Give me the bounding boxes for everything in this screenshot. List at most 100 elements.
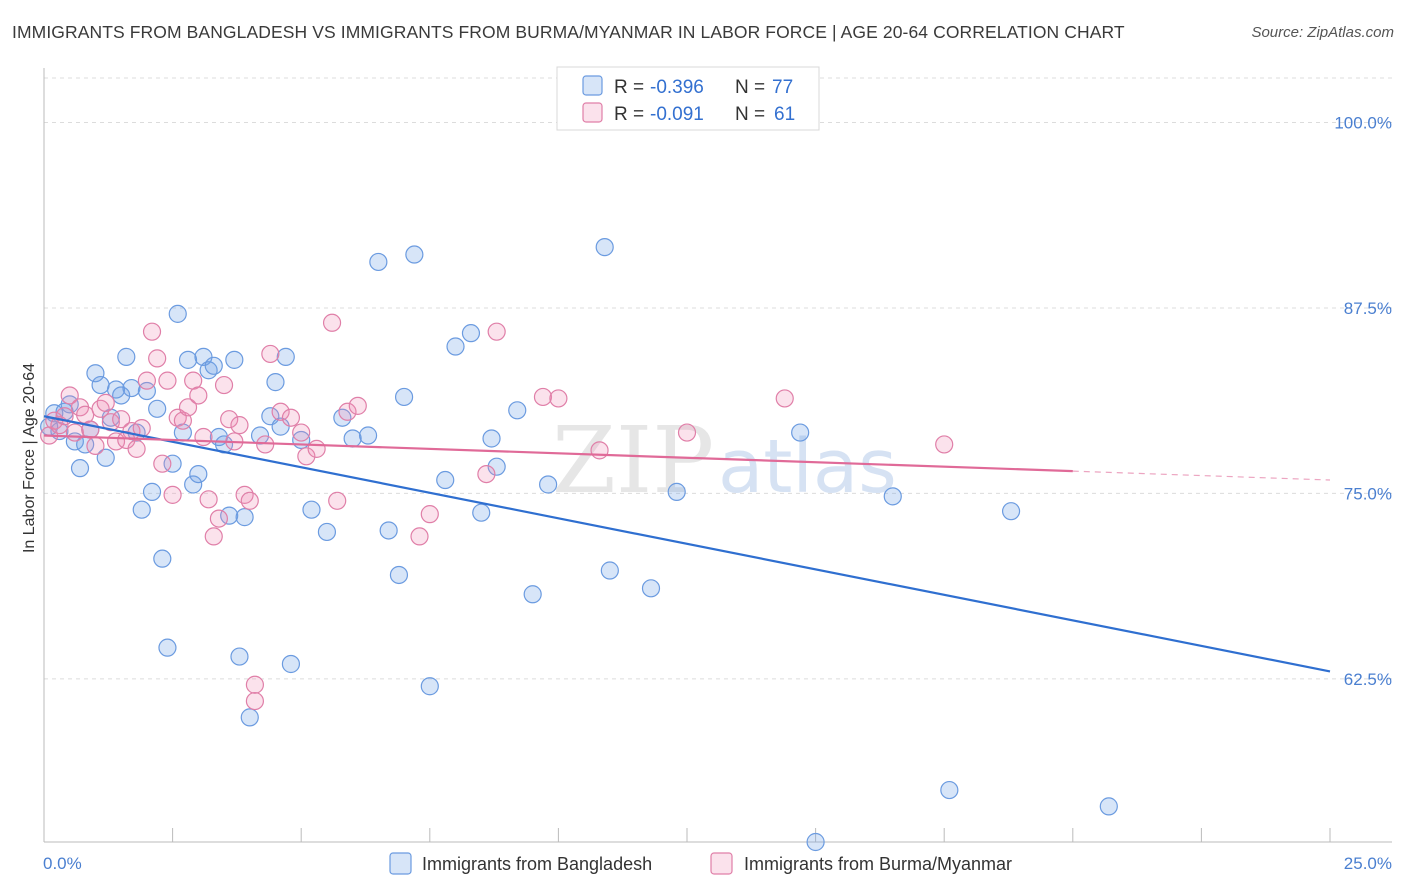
point-burma-5 xyxy=(65,423,84,442)
point-bangladesh-76 xyxy=(1099,797,1118,816)
legend-n-value-burma: 61 xyxy=(774,104,795,125)
point-burma-29 xyxy=(189,386,208,405)
trend-line-bangladesh xyxy=(43,415,1331,673)
point-burma-50 xyxy=(338,402,357,421)
point-burma-56 xyxy=(533,387,553,407)
point-burma-26 xyxy=(173,411,192,430)
point-bangladesh-54 xyxy=(389,565,409,585)
point-bangladesh-38 xyxy=(235,508,254,527)
point-bangladesh-53 xyxy=(379,521,398,540)
legend-r-label-bangladesh: R = xyxy=(614,77,644,98)
point-bangladesh-72 xyxy=(806,832,825,852)
legend-r-value-bangladesh: -0.396 xyxy=(650,77,704,98)
point-bangladesh-56 xyxy=(405,245,424,264)
stats-legend-box xyxy=(556,66,820,131)
point-burma-17 xyxy=(127,439,146,458)
point-bangladesh-55 xyxy=(394,387,414,407)
point-bangladesh-15 xyxy=(117,347,136,366)
point-burma-12 xyxy=(101,413,120,432)
point-burma-30 xyxy=(194,427,213,447)
point-bangladesh-64 xyxy=(508,401,527,420)
data-points xyxy=(40,238,1118,852)
point-bangladesh-20 xyxy=(142,482,162,501)
point-burma-43 xyxy=(271,402,290,421)
point-bangladesh-35 xyxy=(220,506,239,525)
point-bangladesh-61 xyxy=(472,503,491,522)
point-bangladesh-52 xyxy=(369,252,388,272)
grid xyxy=(44,77,1392,680)
point-bangladesh-27 xyxy=(178,350,198,369)
point-burma-11 xyxy=(96,393,115,412)
legend-r-value-burma: -0.091 xyxy=(650,104,704,125)
point-bangladesh-42 xyxy=(266,373,285,392)
legend-n-label-bangladesh: N = xyxy=(735,77,765,98)
x-tick-label-min: 0.0% xyxy=(43,854,82,873)
point-bangladesh-23 xyxy=(158,638,177,657)
point-burma-31 xyxy=(199,490,218,509)
point-bangladesh-63 xyxy=(487,457,506,476)
series-legend-swatch-bangladesh xyxy=(389,852,412,875)
point-bangladesh-69 xyxy=(641,579,661,598)
point-burma-10 xyxy=(91,399,110,418)
point-burma-14 xyxy=(112,410,131,429)
point-burma-23 xyxy=(158,371,177,390)
point-burma-62 xyxy=(245,675,265,694)
series-legend-swatch-burma xyxy=(710,852,733,875)
point-burma-21 xyxy=(148,349,167,368)
point-burma-51 xyxy=(348,396,367,415)
y-tick-label-1: 87.5% xyxy=(1344,299,1392,318)
point-bangladesh-28 xyxy=(184,475,203,494)
point-bangladesh-11 xyxy=(96,448,115,467)
point-bangladesh-9 xyxy=(86,364,105,383)
x-tick-label-max: 25.0% xyxy=(1344,854,1392,873)
y-tick-label-2: 75.0% xyxy=(1344,484,1392,503)
point-burma-42 xyxy=(261,344,280,364)
point-bangladesh-21 xyxy=(148,399,167,418)
point-burma-34 xyxy=(214,375,234,395)
series-legend: Immigrants from Bangladesh Immigrants fr… xyxy=(389,852,1012,875)
point-bangladesh-10 xyxy=(91,375,110,395)
point-bangladesh-29 xyxy=(189,464,208,484)
source-label: Source: ZipAtlas.com xyxy=(1251,24,1394,41)
point-burma-45 xyxy=(292,423,311,442)
point-bangladesh-24 xyxy=(163,454,182,473)
legend-swatch-burma xyxy=(582,102,603,123)
point-bangladesh-32 xyxy=(204,356,223,375)
series-legend-label-bangladesh: Immigrants from Bangladesh xyxy=(422,854,652,874)
point-burma-46 xyxy=(297,447,316,466)
point-bangladesh-71 xyxy=(791,423,810,442)
point-burma-9 xyxy=(86,436,105,456)
point-bangladesh-25 xyxy=(168,304,187,323)
point-bangladesh-66 xyxy=(523,585,542,604)
y-tick-label-3: 62.5% xyxy=(1344,670,1392,689)
y-axis-label: In Labor Force | Age 20-64 xyxy=(21,363,38,553)
point-bangladesh-60 xyxy=(461,324,481,343)
point-bangladesh-48 xyxy=(317,522,337,542)
legend-r-label-burma: R = xyxy=(614,104,644,125)
point-burma-54 xyxy=(477,464,496,484)
point-bangladesh-22 xyxy=(153,549,172,568)
point-bangladesh-44 xyxy=(276,347,295,366)
point-burma-19 xyxy=(137,371,156,390)
point-burma-60 xyxy=(775,389,794,408)
point-burma-49 xyxy=(328,491,347,510)
point-burma-24 xyxy=(163,485,182,504)
point-bangladesh-45 xyxy=(281,654,301,674)
legend-swatch-bangladesh xyxy=(582,75,603,96)
chart-title: IMMIGRANTS FROM BANGLADESH VS IMMIGRANTS… xyxy=(12,22,1125,42)
point-bangladesh-37 xyxy=(230,647,249,666)
point-bangladesh-62 xyxy=(482,429,501,448)
point-burma-47 xyxy=(307,439,326,458)
point-bangladesh-50 xyxy=(343,429,362,448)
point-bangladesh-59 xyxy=(446,337,465,356)
point-bangladesh-73 xyxy=(883,487,902,506)
point-burma-4 xyxy=(60,386,79,405)
point-bangladesh-39 xyxy=(240,708,259,727)
point-burma-61 xyxy=(935,435,954,454)
trend-line-extension-burma xyxy=(1072,470,1331,481)
point-burma-44 xyxy=(281,408,301,427)
point-burma-35 xyxy=(220,410,239,429)
point-bangladesh-19 xyxy=(137,381,156,401)
point-burma-40 xyxy=(245,691,265,711)
